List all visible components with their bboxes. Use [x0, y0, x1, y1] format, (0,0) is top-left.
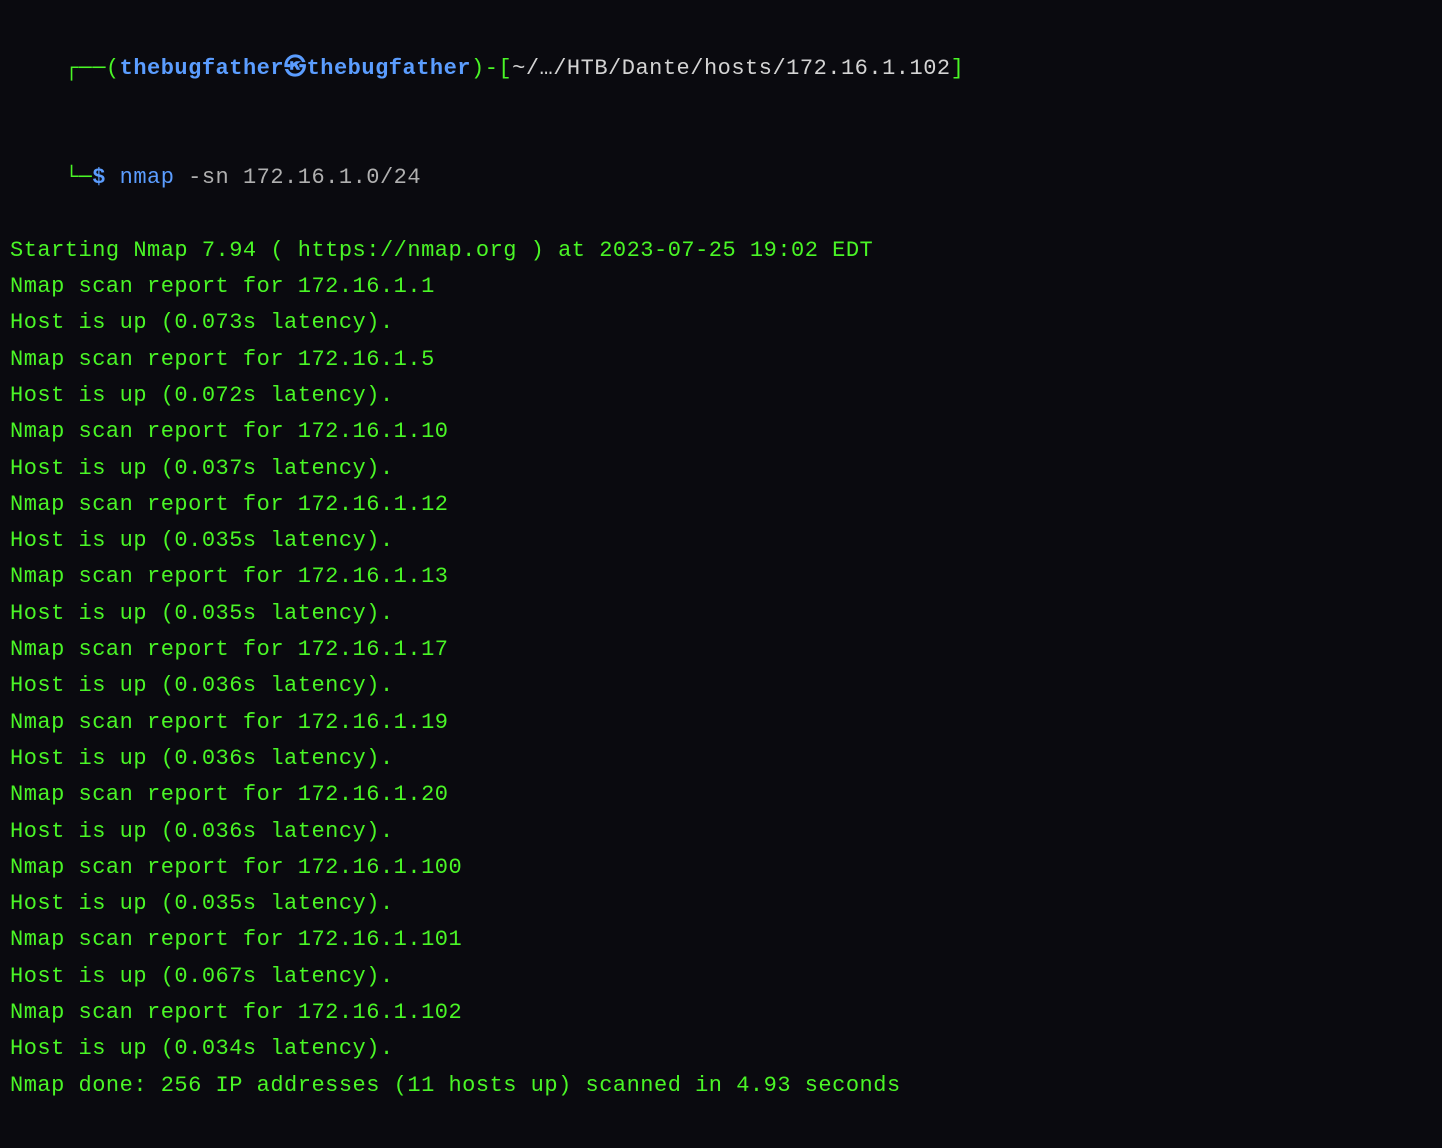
prompt-host: thebugfather: [307, 56, 471, 81]
output-host-report: Nmap scan report for 172.16.1.102: [10, 995, 1432, 1031]
prompt-dash: -: [485, 56, 499, 81]
output-host-report: Nmap scan report for 172.16.1.1: [10, 269, 1432, 305]
output-host-status: Host is up (0.072s latency).: [10, 378, 1432, 414]
output-host-status: Host is up (0.035s latency).: [10, 886, 1432, 922]
output-host-status: Host is up (0.035s latency).: [10, 596, 1432, 632]
output-host-status: Host is up (0.035s latency).: [10, 523, 1432, 559]
output-host-report: Nmap scan report for 172.16.1.101: [10, 922, 1432, 958]
output-host-report: Nmap scan report for 172.16.1.5: [10, 342, 1432, 378]
terminal[interactable]: ┌──(thebugfather㉿thebugfather)-[~/…/HTB/…: [10, 15, 1432, 1104]
output-done: Nmap done: 256 IP addresses (11 hosts up…: [10, 1068, 1432, 1104]
prompt-at: ㉿: [284, 56, 307, 81]
output-host-report: Nmap scan report for 172.16.1.20: [10, 777, 1432, 813]
output-host-report: Nmap scan report for 172.16.1.19: [10, 705, 1432, 741]
prompt-tree: └─: [65, 165, 92, 190]
output-host-report: Nmap scan report for 172.16.1.100: [10, 850, 1432, 886]
command: nmap: [120, 165, 175, 190]
prompt-dollar: $: [92, 165, 119, 190]
prompt-user: thebugfather: [120, 56, 284, 81]
output-host-status: Host is up (0.037s latency).: [10, 451, 1432, 487]
output-host-report: Nmap scan report for 172.16.1.10: [10, 414, 1432, 450]
prompt-open-sq: [: [498, 56, 512, 81]
output-host-status: Host is up (0.036s latency).: [10, 814, 1432, 850]
output-start: Starting Nmap 7.94 ( https://nmap.org ) …: [10, 233, 1432, 269]
output-host-report: Nmap scan report for 172.16.1.12: [10, 487, 1432, 523]
output-host-report: Nmap scan report for 172.16.1.13: [10, 559, 1432, 595]
prompt-line-2: └─$ nmap -sn 172.16.1.0/24: [10, 124, 1432, 233]
output-host-status: Host is up (0.067s latency).: [10, 959, 1432, 995]
prompt-line-1: ┌──(thebugfather㉿thebugfather)-[~/…/HTB/…: [10, 15, 1432, 124]
output-host-status: Host is up (0.073s latency).: [10, 305, 1432, 341]
output-host-status: Host is up (0.034s latency).: [10, 1031, 1432, 1067]
prompt-open-bracket: ┌──(: [65, 56, 120, 81]
output-host-status: Host is up (0.036s latency).: [10, 668, 1432, 704]
prompt-close-paren: ): [471, 56, 485, 81]
output-host-report: Nmap scan report for 172.16.1.17: [10, 632, 1432, 668]
prompt-close-sq: ]: [951, 56, 965, 81]
prompt-path: ~/…/HTB/Dante/hosts/172.16.1.102: [512, 56, 950, 81]
command-args: -sn 172.16.1.0/24: [174, 165, 421, 190]
output-host-status: Host is up (0.036s latency).: [10, 741, 1432, 777]
